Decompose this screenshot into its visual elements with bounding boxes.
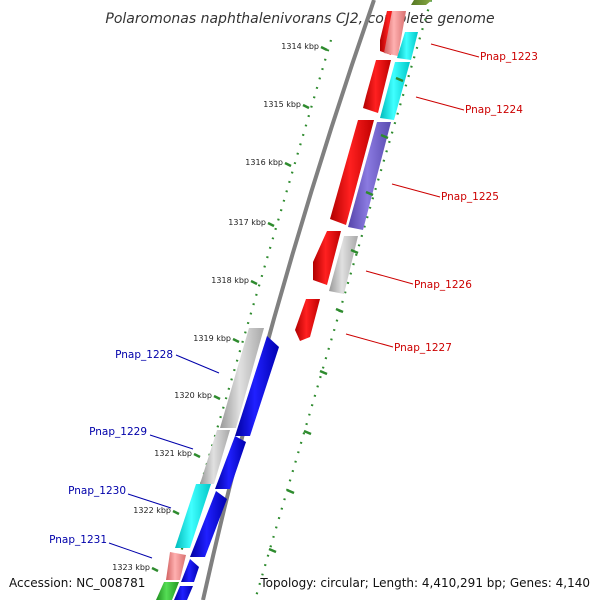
gene-pnap-1223-category: [384, 11, 406, 56]
gene-pnap-1231-reverse: [181, 559, 199, 582]
kbp-tick-mark: [302, 103, 310, 110]
gene-label[interactable]: Pnap_1227: [394, 342, 452, 354]
kbp-tick-label: 1315 kbp: [263, 100, 301, 109]
topology-label: Topology: circular; Length: 4,410,291 bp…: [259, 576, 590, 590]
kbp-tick-label: 1318 kbp: [211, 276, 249, 285]
gene-label-leader: [430, 43, 480, 58]
gene-label-leader: [149, 434, 194, 450]
kbp-tick-label: 1321 kbp: [154, 449, 192, 458]
kbp-tick-mark: [232, 337, 240, 344]
kbp-tick-mark: [193, 452, 201, 459]
kbp-tick-label: 1319 kbp: [193, 334, 231, 343]
gene-label[interactable]: Pnap_1225: [441, 191, 499, 203]
gene-pnap-1230-reverse: [190, 491, 227, 557]
outer-tick-mark: [380, 133, 389, 140]
map-title: Polaromonas naphthalenivorans CJ2, compl…: [105, 11, 494, 27]
gene-label[interactable]: Pnap_1223: [480, 51, 538, 63]
gene-label[interactable]: Pnap_1226: [414, 279, 472, 291]
gene-label[interactable]: Pnap_1231: [49, 534, 107, 546]
gene-partial-top: [411, 0, 432, 5]
kbp-tick-mark: [213, 394, 221, 401]
gene-label[interactable]: Pnap_1228: [115, 349, 173, 361]
gene-label[interactable]: Pnap_1224: [465, 104, 523, 116]
gene-pnap-1224-cyan: [380, 62, 410, 120]
gene-label-leader: [127, 493, 172, 509]
gene-label-leader: [415, 96, 465, 111]
gene-pnap-1230-category: [175, 484, 211, 548]
gene-pnap-1224-forward: [363, 60, 391, 113]
gene-label-leader: [391, 183, 441, 198]
gene-pnap-1226-forward: [313, 231, 341, 285]
gene-pnap-1231-category: [166, 552, 186, 580]
gene-pnap-1223-cyan: [397, 32, 418, 60]
gene-label-leader: [175, 354, 220, 374]
gene-label-leader: [108, 542, 153, 559]
gene-pnap-1228-reverse: [235, 336, 279, 436]
gene-label-leader: [345, 333, 394, 348]
kbp-tick-mark: [267, 221, 275, 228]
gene-next-green: [156, 582, 179, 600]
gene-label[interactable]: Pnap_1229: [89, 426, 147, 438]
outer-tick-mark: [286, 488, 295, 495]
kbp-tick-mark: [151, 566, 159, 573]
kbp-tick-label: 1322 kbp: [133, 506, 171, 515]
outer-tick-mark: [303, 429, 312, 436]
outer-tick-ring: [253, 0, 433, 600]
gene-label[interactable]: Pnap_1230: [68, 485, 126, 497]
outer-tick-mark: [365, 190, 374, 197]
kbp-tick-mark: [172, 509, 180, 516]
gene-pnap-1226-category: [329, 236, 358, 294]
gene-pnap-1229-reverse: [215, 436, 246, 489]
gene-pnap-1229-category: [200, 430, 230, 484]
kbp-tick-mark: [250, 279, 258, 286]
outer-tick-mark: [319, 369, 328, 376]
gene-label-leader: [365, 270, 414, 285]
outer-tick-mark: [395, 76, 404, 83]
outer-tick-mark: [335, 307, 344, 314]
kbp-tick-label: 1314 kbp: [281, 42, 319, 51]
outer-tick-mark: [268, 547, 277, 554]
gene-pnap-1227-forward: [295, 299, 320, 341]
kbp-tick-label: 1323 kbp: [112, 563, 150, 572]
accession-label: Accession: NC_008781: [9, 576, 145, 590]
kbp-tick-mark: [284, 161, 292, 168]
gene-pnap-1225-forward: [330, 120, 374, 225]
gene-next-reverse: [174, 586, 193, 600]
gene-pnap-1228-category: [220, 328, 264, 428]
kbp-tick-mark: [320, 45, 328, 52]
kbp-tick-label: 1317 kbp: [228, 218, 266, 227]
kbp-tick-label: 1320 kbp: [174, 391, 212, 400]
kbp-tick-label: 1316 kbp: [245, 158, 283, 167]
gene-pnap-1225-category: [348, 122, 391, 230]
genome-backbone: [201, 0, 376, 600]
outer-tick-mark: [350, 248, 359, 255]
